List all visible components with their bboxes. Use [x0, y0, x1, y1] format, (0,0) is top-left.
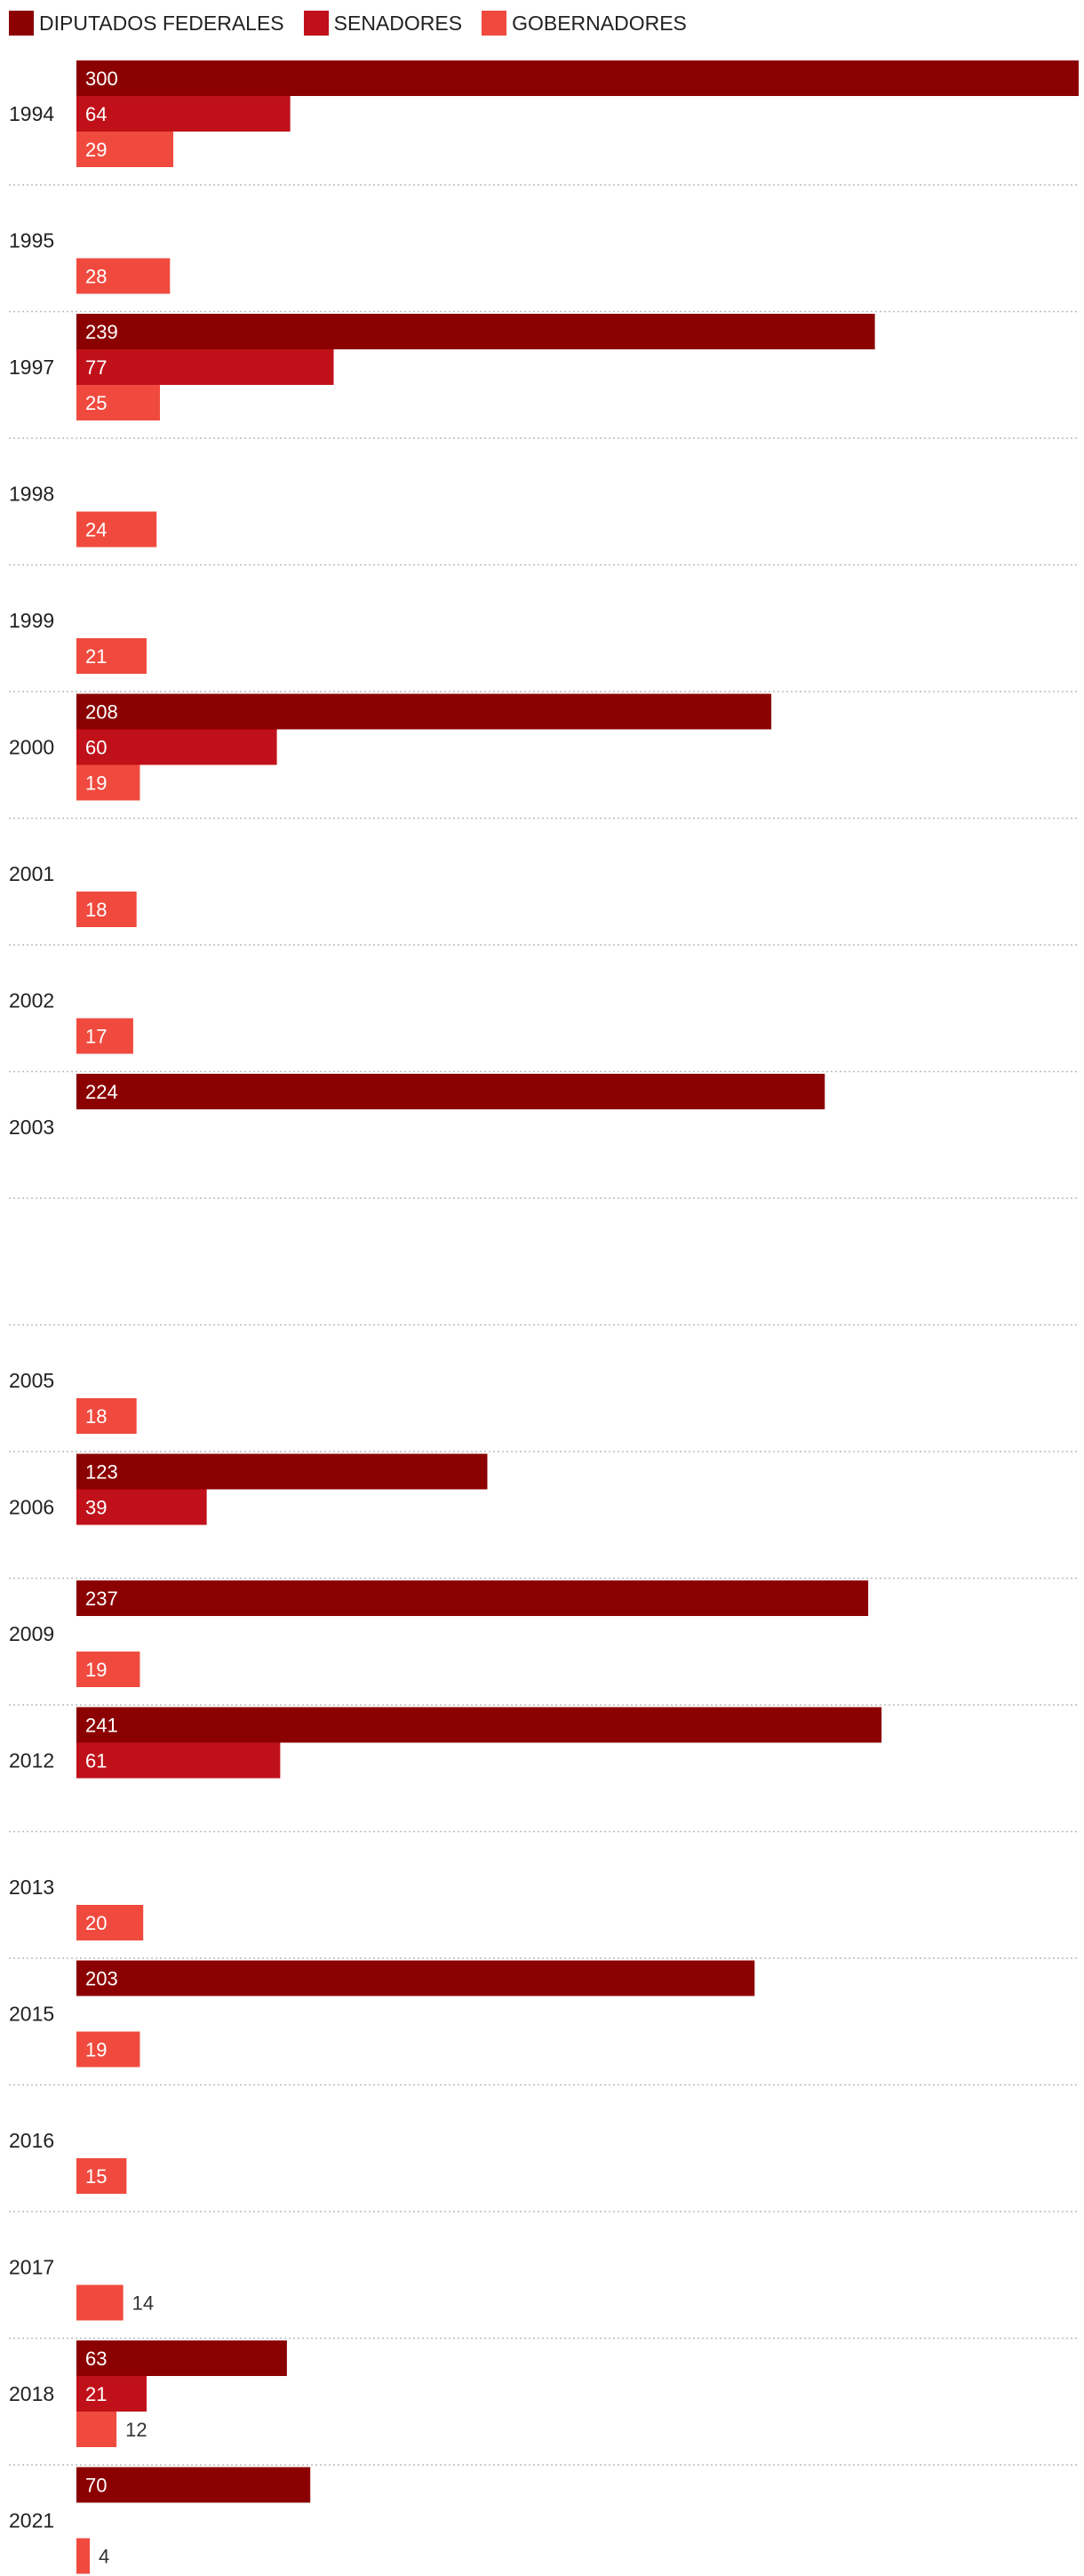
- bar-2009-diputados-federales: [76, 1580, 869, 1616]
- legend-label-senadores: SENADORES: [333, 11, 463, 35]
- year-label-1994: 1994: [9, 102, 54, 125]
- value-label-2000-gobernadores: 19: [85, 772, 107, 795]
- legend-swatch-gobernadores: [482, 11, 507, 36]
- value-label-2012-senadores: 61: [85, 1750, 107, 1772]
- value-label-1994-senadores: 64: [85, 103, 107, 125]
- bar-1994-diputados-federales: [76, 60, 1079, 96]
- bar-2012-diputados-federales: [76, 1707, 882, 1743]
- value-label-2009-diputados-federales: 237: [85, 1588, 118, 1610]
- year-label-1998: 1998: [9, 483, 54, 506]
- bar-2015-gobernadores: [76, 2031, 140, 2068]
- value-label-2018-gobernadores: 12: [125, 2419, 147, 2441]
- value-label-2003-diputados-federales: 224: [85, 1081, 118, 1103]
- legend-label-diputados: DIPUTADOS FEDERALES: [39, 11, 284, 35]
- value-label-2018-senadores: 21: [85, 2383, 107, 2405]
- bar-1997-diputados-federales: [76, 314, 875, 349]
- value-label-2021-diputados-federales: 70: [85, 2475, 107, 2497]
- value-label-2009-gobernadores: 19: [85, 1659, 107, 1681]
- bar-2018-gobernadores: [76, 2412, 117, 2447]
- value-label-1997-gobernadores: 25: [85, 392, 107, 414]
- value-label-2006-senadores: 39: [85, 1497, 107, 1519]
- value-label-1998-gobernadores: 24: [85, 519, 107, 541]
- value-label-2001-gobernadores: 18: [85, 899, 107, 921]
- year-label-2017: 2017: [9, 2256, 54, 2279]
- legend-swatch-diputados: [9, 11, 34, 36]
- legend: DIPUTADOS FEDERALES SENADORES GOBERNADOR…: [9, 9, 706, 37]
- value-label-1994-gobernadores: 29: [85, 139, 107, 161]
- bar-2021-gobernadores: [76, 2538, 91, 2574]
- bar-2018-senadores: [76, 2376, 147, 2412]
- bar-2000-senadores: [76, 729, 277, 765]
- year-label-2013: 2013: [9, 1876, 54, 1899]
- legend-item-gobernadores: GOBERNADORES: [482, 11, 687, 36]
- legend-label-gobernadores: GOBERNADORES: [512, 11, 687, 35]
- year-label-2005: 2005: [9, 1369, 54, 1392]
- bar-2006-diputados-federales: [76, 1453, 488, 1490]
- value-label-1997-senadores: 77: [85, 356, 107, 379]
- legend-item-diputados: DIPUTADOS FEDERALES: [9, 11, 284, 36]
- year-label-2015: 2015: [9, 2003, 54, 2026]
- year-label-2000: 2000: [9, 736, 54, 759]
- value-label-2005-gobernadores: 18: [85, 1405, 107, 1428]
- bar-2017-gobernadores: [76, 2284, 124, 2321]
- year-label-2003: 2003: [9, 1116, 54, 1139]
- bar-1997-senadores: [76, 349, 334, 385]
- year-label-1995: 1995: [9, 229, 54, 252]
- bar-2015-diputados-federales: [76, 1960, 755, 1996]
- legend-swatch-senadores: [303, 11, 329, 36]
- bar-2003-diputados-federales: [76, 1074, 825, 1109]
- year-label-1997: 1997: [9, 356, 54, 379]
- bar-1994-gobernadores: [76, 132, 174, 167]
- value-label-1994-diputados-federales: 300: [85, 68, 118, 90]
- value-label-2018-diputados-federales: 63: [85, 2348, 107, 2370]
- bar-2009-gobernadores: [76, 1652, 140, 1687]
- bar-2006-senadores: [76, 1489, 207, 1525]
- value-label-2006-diputados-federales: 123: [85, 1461, 118, 1484]
- bar-1999-gobernadores: [76, 638, 147, 674]
- value-label-2017-gobernadores: 14: [132, 2292, 154, 2315]
- value-label-2002-gobernadores: 17: [85, 1026, 107, 1048]
- year-label-2018: 2018: [9, 2382, 54, 2405]
- bar-2016-gobernadores: [76, 2158, 127, 2194]
- year-label-1999: 1999: [9, 609, 54, 632]
- value-label-1995-gobernadores: 28: [85, 266, 107, 288]
- value-label-1997-diputados-federales: 239: [85, 321, 118, 343]
- bar-2000-gobernadores: [76, 764, 140, 801]
- year-label-2012: 2012: [9, 1749, 54, 1772]
- bar-2012-senadores: [76, 1742, 281, 1779]
- value-label-2015-diputados-federales: 203: [85, 1968, 118, 1990]
- value-label-2000-senadores: 60: [85, 737, 107, 759]
- year-label-2009: 2009: [9, 1622, 54, 1645]
- bar-2013-gobernadores: [76, 1905, 144, 1940]
- bar-1998-gobernadores: [76, 511, 157, 548]
- bar-2001-gobernadores: [76, 892, 137, 927]
- value-label-2016-gobernadores: 15: [85, 2165, 107, 2188]
- value-label-2012-diputados-federales: 241: [85, 1715, 118, 1737]
- bar-2002-gobernadores: [76, 1018, 133, 1054]
- value-label-2021-gobernadores: 4: [99, 2546, 109, 2568]
- legend-item-senadores: SENADORES: [303, 11, 463, 36]
- bar-1994-senadores: [76, 96, 291, 132]
- year-label-2001: 2001: [9, 862, 54, 885]
- year-label-2016: 2016: [9, 2129, 54, 2152]
- year-label-2021: 2021: [9, 2509, 54, 2532]
- value-label-2015-gobernadores: 19: [85, 2039, 107, 2061]
- value-label-1999-gobernadores: 21: [85, 645, 107, 668]
- bar-2018-diputados-federales: [76, 2340, 287, 2376]
- year-label-2006: 2006: [9, 1496, 54, 1519]
- year-label-2002: 2002: [9, 989, 54, 1012]
- bar-2021-diputados-federales: [76, 2467, 311, 2503]
- bar-1997-gobernadores: [76, 385, 160, 420]
- value-label-2013-gobernadores: 20: [85, 1912, 107, 1934]
- value-label-2000-diputados-federales: 208: [85, 701, 118, 724]
- bar-2000-diputados-federales: [76, 693, 772, 730]
- bar-2005-gobernadores: [76, 1398, 137, 1434]
- bar-1995-gobernadores: [76, 258, 171, 294]
